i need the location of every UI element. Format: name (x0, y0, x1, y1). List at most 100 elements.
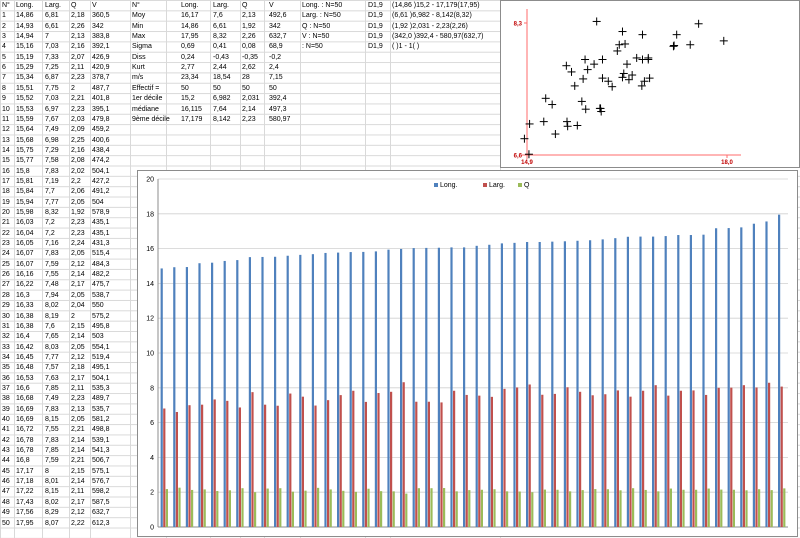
stats-cell[interactable]: 9ème décile (132, 115, 170, 123)
table-cell[interactable]: 395,1 (92, 105, 110, 113)
table-cell[interactable]: 2,2 (71, 177, 81, 185)
table-cell[interactable]: 2,23 (71, 105, 85, 113)
table-cell[interactable]: 15 (2, 157, 10, 165)
table-cell[interactable]: 15,64 (16, 126, 34, 134)
table-cell[interactable]: 17,17 (16, 467, 34, 475)
table-cell[interactable]: 16,68 (16, 395, 34, 403)
table-cell[interactable]: 17 (2, 177, 10, 185)
header-cell[interactable]: Larg. (45, 2, 61, 9)
table-cell[interactable]: 2,05 (71, 343, 85, 351)
summary-cell[interactable]: D1,9 (368, 12, 383, 20)
table-cell[interactable]: 16,78 (16, 447, 34, 455)
table-cell[interactable]: 7,59 (45, 457, 59, 465)
table-cell[interactable]: 8,15 (45, 488, 59, 496)
table-cell[interactable]: 24 (2, 250, 10, 258)
table-cell[interactable]: 45 (2, 467, 10, 475)
stats-cell[interactable]: 15,2 (181, 95, 195, 103)
table-cell[interactable]: 16,03 (16, 219, 34, 227)
stats-cell[interactable]: -0,2 (269, 53, 282, 61)
table-cell[interactable]: 2,14 (71, 478, 85, 486)
table-cell[interactable]: 7 (2, 74, 6, 82)
table-cell[interactable]: 15,68 (16, 136, 34, 144)
table-cell[interactable]: 2,12 (71, 260, 85, 268)
table-cell[interactable]: 2,18 (71, 12, 85, 20)
scatter-chart-panel[interactable]: 8,3 6,6 14,9 18,0 (500, 0, 800, 168)
table-cell[interactable]: 2,11 (71, 64, 85, 72)
stats-cell[interactable]: -0,43 (213, 53, 229, 61)
table-cell[interactable]: 489,7 (92, 395, 110, 403)
table-cell[interactable]: 16,48 (16, 364, 34, 372)
table-cell[interactable]: 15,59 (16, 115, 34, 123)
table-cell[interactable]: 15,81 (16, 177, 34, 185)
stats-cell[interactable]: 2,44 (213, 64, 227, 72)
stats-cell[interactable]: m/s (132, 74, 144, 82)
table-cell[interactable]: 2,18 (71, 364, 85, 372)
table-cell[interactable]: 2,09 (71, 126, 85, 134)
table-cell[interactable]: 587,5 (92, 498, 110, 506)
table-cell[interactable]: 16,8 (16, 457, 30, 465)
table-cell[interactable]: 2 (71, 84, 75, 92)
stats-cell[interactable]: Diss (132, 53, 146, 61)
stats-cell[interactable]: 342 (269, 22, 281, 30)
table-cell[interactable]: 15,19 (16, 53, 34, 61)
table-cell[interactable]: 17,43 (16, 498, 34, 506)
stats-cell[interactable]: 2,62 (242, 64, 256, 72)
table-cell[interactable]: 29 (2, 302, 10, 310)
table-cell[interactable]: 7,67 (45, 115, 59, 123)
table-cell[interactable]: 39 (2, 405, 10, 413)
stats-cell[interactable]: 16,115 (181, 105, 202, 113)
table-cell[interactable]: 431,3 (92, 240, 110, 248)
stats-cell[interactable]: 2,77 (181, 64, 195, 72)
table-cell[interactable]: 498,8 (92, 426, 110, 434)
table-cell[interactable]: 15,29 (16, 64, 34, 72)
table-cell[interactable]: 575,1 (92, 467, 110, 475)
stats-cell[interactable]: médiane (132, 105, 159, 113)
stats-cell[interactable]: 1er décile (132, 95, 163, 103)
summary-cell[interactable]: D1,9 (368, 33, 383, 41)
table-cell[interactable]: 435,1 (92, 219, 110, 227)
table-cell[interactable]: 8 (2, 84, 6, 92)
table-cell[interactable]: 14,94 (16, 33, 34, 41)
stats-cell[interactable]: 14,86 (181, 22, 199, 30)
table-cell[interactable]: 438,4 (92, 146, 110, 154)
table-cell[interactable]: 15,84 (16, 188, 34, 196)
table-cell[interactable]: 504,1 (92, 167, 110, 175)
table-cell[interactable]: 6,87 (45, 74, 59, 82)
stats-cell[interactable]: 2,14 (242, 105, 256, 113)
stats-cell[interactable]: 17,95 (181, 33, 199, 41)
table-cell[interactable]: 17,95 (16, 519, 34, 527)
table-cell[interactable]: 427,2 (92, 177, 110, 185)
table-cell[interactable]: 14 (2, 146, 10, 154)
table-cell[interactable]: 22 (2, 229, 10, 237)
table-cell[interactable]: 7,75 (45, 84, 59, 92)
table-cell[interactable]: 504,1 (92, 374, 110, 382)
table-cell[interactable]: 2,16 (71, 146, 85, 154)
table-cell[interactable]: 16,4 (16, 333, 30, 341)
summary-cell[interactable]: (6,61 )6,982 - 8,142(8,32) (392, 12, 472, 20)
table-cell[interactable]: 16,45 (16, 353, 34, 361)
table-cell[interactable]: 7,63 (45, 374, 59, 382)
table-cell[interactable]: 35 (2, 364, 10, 372)
table-cell[interactable]: 459,2 (92, 126, 110, 134)
table-cell[interactable]: 7,83 (45, 405, 59, 413)
table-cell[interactable]: 21 (2, 219, 10, 227)
table-cell[interactable]: 479,8 (92, 115, 110, 123)
table-cell[interactable]: 435,1 (92, 229, 110, 237)
table-cell[interactable]: 7,83 (45, 250, 59, 258)
table-cell[interactable]: 2,12 (71, 353, 85, 361)
table-cell[interactable]: 20 (2, 209, 10, 216)
stats-cell[interactable]: 6,61 (213, 22, 227, 30)
table-cell[interactable]: 2 (2, 22, 6, 30)
table-cell[interactable]: 2,15 (71, 467, 85, 475)
table-cell[interactable]: 575,2 (92, 312, 110, 320)
summary-cell[interactable]: D1,9 (368, 22, 383, 30)
stats-cell[interactable]: 0,69 (181, 43, 195, 51)
table-cell[interactable]: 2,23 (71, 219, 85, 227)
table-cell[interactable]: 7,29 (45, 146, 59, 154)
stats-cell[interactable]: Moy (132, 12, 146, 20)
stats-cell[interactable]: 7,64 (213, 105, 227, 113)
table-cell[interactable]: 15,52 (16, 95, 34, 103)
stats-cell[interactable]: 18,54 (213, 74, 231, 82)
stats-cell[interactable]: 492,6 (269, 12, 287, 20)
table-cell[interactable]: 44 (2, 457, 10, 465)
